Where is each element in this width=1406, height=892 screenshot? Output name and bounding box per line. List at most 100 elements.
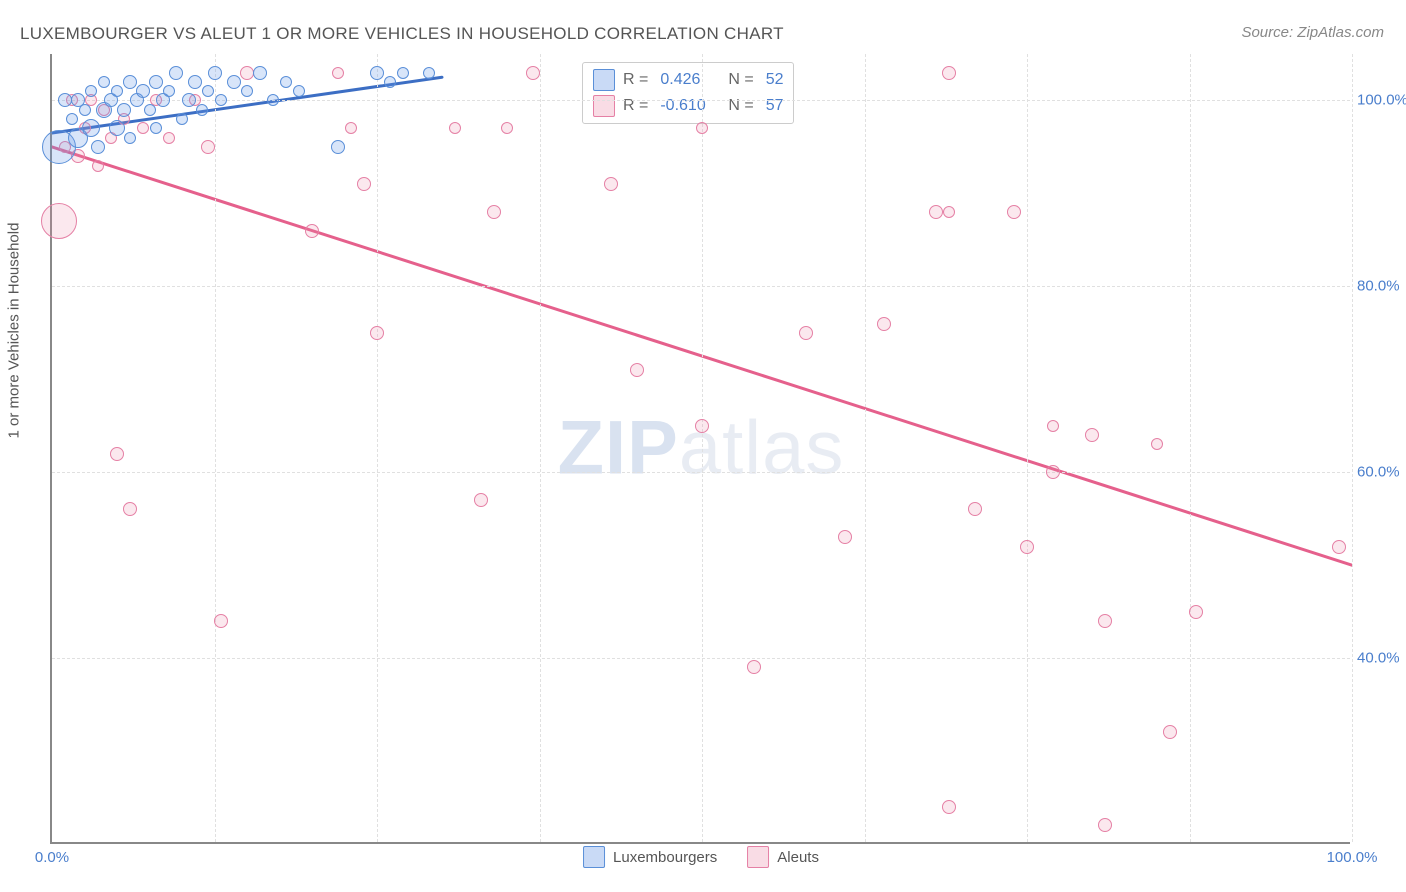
- pink-bubble: [1189, 605, 1203, 619]
- blue-bubble: [58, 93, 72, 107]
- pink-bubble: [1332, 540, 1346, 554]
- blue-bubble: [182, 93, 196, 107]
- gridline-v: [540, 54, 541, 842]
- pink-bubble: [1047, 420, 1059, 432]
- xtick-label: 100.0%: [1327, 849, 1378, 866]
- blue-bubble: [124, 132, 136, 144]
- blue-bubble: [144, 104, 156, 116]
- pink-bubble: [305, 224, 319, 238]
- blue-bubble: [215, 94, 227, 106]
- pink-bubble: [1098, 818, 1112, 832]
- pink-bubble: [1151, 438, 1163, 450]
- blue-bubble: [149, 75, 163, 89]
- pink-bubble: [1085, 428, 1099, 442]
- swatch-lux-icon: [583, 846, 605, 868]
- gridline-v: [215, 54, 216, 842]
- pink-bubble: [214, 614, 228, 628]
- pink-bubble: [943, 206, 955, 218]
- pink-bubble: [838, 530, 852, 544]
- pink-bubble: [487, 205, 501, 219]
- gridline-v: [1352, 54, 1353, 842]
- blue-bubble: [208, 66, 222, 80]
- blue-bubble: [227, 75, 241, 89]
- legend-item-aleut: Aleuts: [747, 846, 819, 868]
- blue-bubble: [111, 85, 123, 97]
- ytick-label: 100.0%: [1357, 92, 1406, 109]
- blue-bubble: [397, 67, 409, 79]
- gridline-v: [377, 54, 378, 842]
- pink-bubble: [1163, 725, 1177, 739]
- blue-bubble: [169, 66, 183, 80]
- pink-bubble: [929, 205, 943, 219]
- pink-bubble: [1046, 465, 1060, 479]
- blue-bubble: [109, 120, 125, 136]
- pink-bubble: [449, 122, 461, 134]
- blue-bubble: [196, 104, 208, 116]
- pink-bubble: [201, 140, 215, 154]
- plot-area: ZIPatlas R = 0.426 N = 52 R = -0.610 N =…: [50, 54, 1350, 844]
- pink-bubble: [526, 66, 540, 80]
- gridline-h: [52, 286, 1350, 287]
- ytick-label: 80.0%: [1357, 278, 1406, 295]
- blue-bubble: [85, 85, 97, 97]
- pink-bubble: [345, 122, 357, 134]
- correlation-legend: R = 0.426 N = 52 R = -0.610 N = 57: [582, 62, 794, 124]
- blue-bubble: [267, 94, 279, 106]
- pink-bubble: [747, 660, 761, 674]
- pink-bubble: [370, 326, 384, 340]
- blue-bubble: [79, 104, 91, 116]
- xtick-label: 0.0%: [35, 849, 69, 866]
- blue-bubble: [163, 85, 175, 97]
- pink-bubble: [799, 326, 813, 340]
- ytick-label: 40.0%: [1357, 650, 1406, 667]
- pink-bubble: [604, 177, 618, 191]
- pink-bubble: [92, 160, 104, 172]
- pink-bubble: [474, 493, 488, 507]
- blue-bubble: [98, 76, 110, 88]
- series-legend: Luxembourgers Aleuts: [583, 846, 819, 868]
- chart-source: Source: ZipAtlas.com: [1241, 24, 1384, 41]
- gridline-v: [865, 54, 866, 842]
- gridline-h: [52, 472, 1350, 473]
- y-axis-label: 1 or more Vehicles in Household: [6, 223, 23, 439]
- swatch-lux: [593, 69, 615, 91]
- gridline-h: [52, 100, 1350, 101]
- pink-bubble: [1007, 205, 1021, 219]
- blue-bubble: [188, 75, 202, 89]
- gridline-h: [52, 658, 1350, 659]
- blue-bubble: [241, 85, 253, 97]
- pink-bubble: [942, 800, 956, 814]
- pink-bubble: [240, 66, 254, 80]
- blue-bubble: [280, 76, 292, 88]
- pink-bubble: [968, 502, 982, 516]
- legend-item-lux: Luxembourgers: [583, 846, 717, 868]
- gridline-v: [702, 54, 703, 842]
- pink-bubble: [137, 122, 149, 134]
- pink-bubble: [332, 67, 344, 79]
- pink-bubble: [501, 122, 513, 134]
- blue-bubble: [117, 103, 131, 117]
- blue-bubble: [331, 140, 345, 154]
- blue-bubble: [91, 140, 105, 154]
- pink-bubble: [110, 447, 124, 461]
- legend-row-aleut: R = -0.610 N = 57: [593, 93, 783, 119]
- blue-bubble: [136, 84, 150, 98]
- pink-bubble: [877, 317, 891, 331]
- blue-bubble: [176, 113, 188, 125]
- gridline-v: [1190, 54, 1191, 842]
- pink-bubble: [696, 122, 708, 134]
- pink-bubble: [163, 132, 175, 144]
- blue-bubble: [66, 113, 78, 125]
- blue-bubble: [82, 119, 100, 137]
- gridline-v: [1027, 54, 1028, 842]
- pink-bubble: [123, 502, 137, 516]
- swatch-aleut: [593, 95, 615, 117]
- legend-row-lux: R = 0.426 N = 52: [593, 67, 783, 93]
- blue-bubble: [150, 122, 162, 134]
- blue-bubble: [123, 75, 137, 89]
- blue-bubble: [384, 76, 396, 88]
- pink-bubble: [41, 203, 77, 239]
- blue-bubble: [202, 85, 214, 97]
- blue-bubble: [370, 66, 384, 80]
- blue-bubble: [253, 66, 267, 80]
